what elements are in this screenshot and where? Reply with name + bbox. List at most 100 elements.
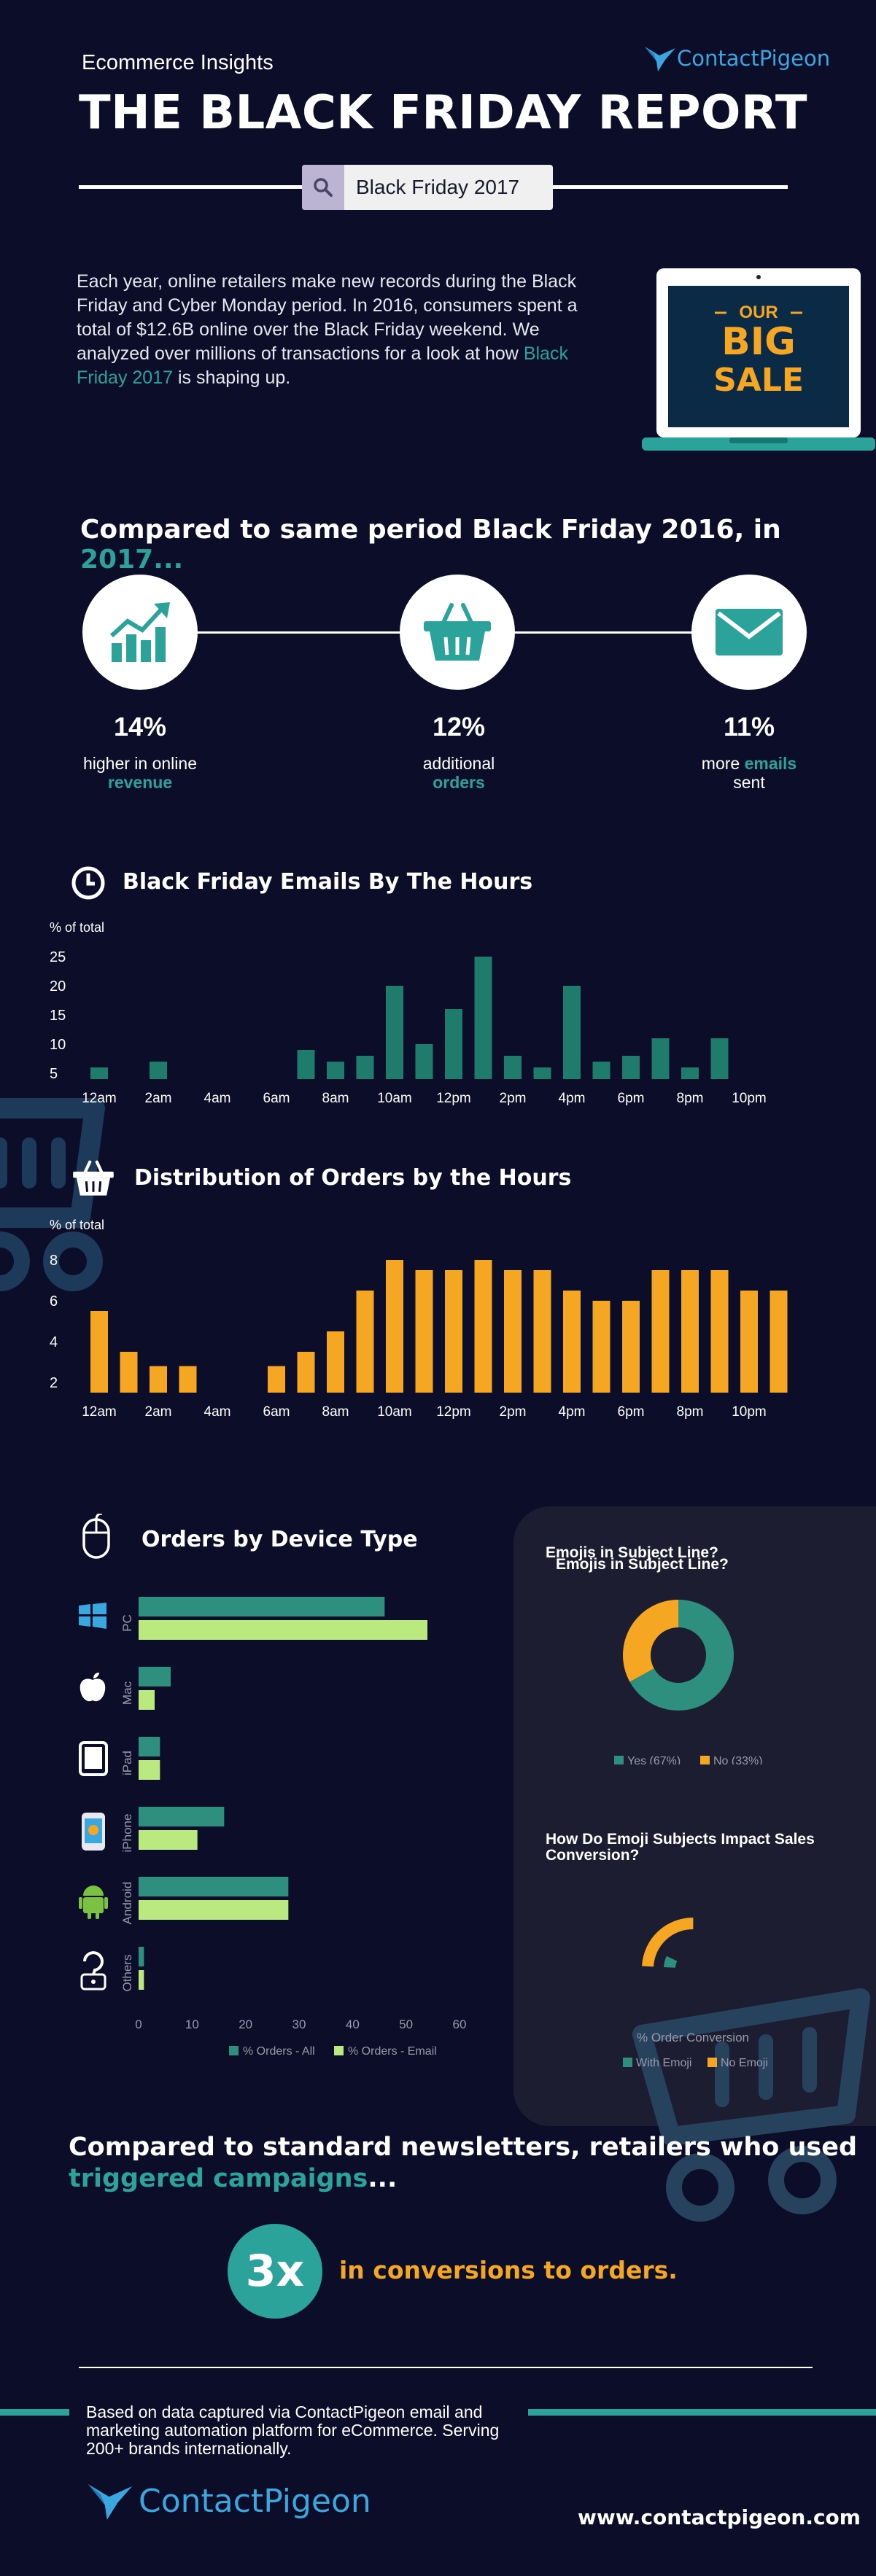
bar-hour-14 bbox=[504, 1270, 522, 1393]
bar-hour-13 bbox=[474, 1260, 492, 1393]
stat-circle-revenue bbox=[82, 575, 198, 690]
x-tick-label: 8am bbox=[322, 1091, 349, 1106]
x-tick-label: 6pm bbox=[618, 1091, 645, 1106]
bar-hour-20 bbox=[681, 1067, 699, 1079]
legend-label: % Orders - All bbox=[243, 2045, 315, 2058]
bar-iphone-email bbox=[139, 1830, 198, 1850]
website-link[interactable]: www.contactpigeon.com bbox=[578, 2505, 861, 2529]
pie-slice-1 bbox=[623, 1600, 678, 1682]
page-title: THE BLACK FRIDAY REPORT bbox=[79, 86, 807, 140]
apple-icon bbox=[80, 1673, 106, 1702]
search-bar[interactable]: Black Friday 2017 bbox=[302, 165, 553, 210]
multiplier-badge: 3x bbox=[228, 2224, 322, 2319]
bar-hour-3 bbox=[179, 1366, 197, 1393]
x-tick-label: 2am bbox=[145, 1091, 172, 1106]
footer-divider bbox=[79, 2367, 813, 2368]
x-tick-label: 6am bbox=[263, 1404, 290, 1420]
device-label-mac: Mac bbox=[120, 1681, 134, 1705]
pie-legend-label: Yes (67%) bbox=[627, 1755, 681, 1764]
bar-hour-15 bbox=[533, 1067, 551, 1079]
device-x-tick: 0 bbox=[135, 2017, 142, 2031]
x-tick-label: 6am bbox=[263, 1091, 290, 1106]
sale-line3: SALE bbox=[713, 362, 804, 399]
conversion-arc-0 bbox=[664, 1956, 678, 1968]
conversion-axis-label: % Order Conversion bbox=[637, 2031, 749, 2044]
bar-hour-9 bbox=[356, 1291, 374, 1393]
orders-chart-title: Distribution of Orders by the Hours bbox=[134, 1165, 572, 1191]
footer-bar-right bbox=[528, 2409, 876, 2416]
bar-hour-12 bbox=[445, 1009, 462, 1079]
title-divider-right bbox=[553, 185, 788, 189]
bar-hour-8 bbox=[327, 1062, 344, 1079]
conversion-legend-swatch bbox=[623, 2058, 632, 2067]
pigeon-logo-icon bbox=[88, 2484, 133, 2520]
bar-hour-8 bbox=[327, 1331, 344, 1393]
emails-chart-title: Black Friday Emails By The Hours bbox=[123, 869, 533, 895]
device-label-others: Others bbox=[120, 1954, 134, 1991]
sale-line1: OUR bbox=[739, 303, 778, 322]
x-tick-label: 10am bbox=[377, 1404, 412, 1420]
clock-icon bbox=[71, 866, 105, 900]
pie-legend-swatch bbox=[614, 1756, 624, 1764]
footer-note: Based on data captured via ContactPigeon… bbox=[86, 2402, 500, 2458]
x-tick-label: 12pm bbox=[436, 1404, 471, 1420]
y-tick-label: 5 bbox=[50, 1066, 58, 1082]
footer-brand-logo[interactable]: ContactPigeon bbox=[86, 2479, 371, 2523]
stat-circle-emails bbox=[691, 575, 807, 690]
y-tick-label: 8 bbox=[50, 1253, 58, 1269]
bar-hour-10 bbox=[386, 1260, 403, 1393]
brand-logo[interactable]: ContactPigeon bbox=[643, 40, 830, 77]
android-icon bbox=[79, 1886, 108, 1919]
legend-swatch bbox=[229, 2046, 239, 2055]
emoji-subject-pie-chart: Yes (67%) No (33%) bbox=[614, 1600, 763, 1764]
search-button[interactable] bbox=[302, 165, 344, 210]
stat-label-revenue: higher in online revenue bbox=[82, 754, 197, 792]
conversion-legend-label: No Emoji bbox=[721, 2057, 768, 2069]
emoji-pie-title-repeat: Emojis in Subject Line? bbox=[556, 1556, 729, 1573]
bar-hour-11 bbox=[415, 1270, 433, 1393]
x-tick-label: 8am bbox=[322, 1404, 349, 1420]
emoji-conversion-chart: % Order Conversion With Emoji No Emoji bbox=[623, 1918, 768, 2069]
x-tick-label: 8pm bbox=[677, 1404, 704, 1420]
device-label-iphone: iPhone bbox=[120, 1814, 134, 1853]
x-tick-label: 4am bbox=[204, 1404, 231, 1420]
footer-bar-left bbox=[0, 2409, 69, 2416]
bar-pc-all bbox=[139, 1597, 385, 1616]
triggered-title: Compared to standard newsletters, retail… bbox=[69, 2133, 858, 2193]
pie-slice-0 bbox=[629, 1600, 734, 1711]
bar-android-email bbox=[139, 1900, 289, 1920]
bar-hour-10 bbox=[386, 986, 403, 1079]
emoji-pie-title: Emojis in Subject Line? bbox=[546, 1544, 718, 1561]
bar-hour-21 bbox=[710, 1270, 729, 1393]
bar-iphone-all bbox=[139, 1807, 225, 1826]
background-cart-icon-2 bbox=[632, 1988, 870, 2222]
stat-value-revenue: 14% bbox=[113, 712, 167, 742]
x-tick-label: 10pm bbox=[732, 1404, 767, 1420]
bar-hour-1 bbox=[120, 1352, 138, 1393]
x-tick-label: 2pm bbox=[500, 1404, 527, 1420]
bar-hour-21 bbox=[710, 1038, 729, 1079]
y-tick-label: 25 bbox=[50, 949, 66, 965]
bar-hour-2 bbox=[150, 1062, 167, 1079]
overline: Ecommerce Insights bbox=[82, 51, 274, 74]
growth-chart-icon bbox=[109, 602, 170, 662]
search-input-value[interactable]: Black Friday 2017 bbox=[356, 176, 520, 198]
bar-hour-13 bbox=[474, 957, 492, 1079]
multiplier-text: in conversions to orders. bbox=[339, 2256, 678, 2284]
device-label-ipad: iPad bbox=[120, 1751, 134, 1775]
device-label-pc: PC bbox=[120, 1614, 134, 1632]
legend-swatch bbox=[334, 2046, 344, 2055]
bar-hour-14 bbox=[504, 1056, 522, 1079]
bar-hour-17 bbox=[592, 1301, 611, 1393]
bar-hour-16 bbox=[563, 986, 581, 1079]
windows-icon bbox=[79, 1603, 106, 1629]
search-icon bbox=[314, 178, 333, 197]
intro-highlight: Black Friday 2017 bbox=[77, 343, 568, 388]
bar-hour-9 bbox=[356, 1056, 374, 1079]
bar-hour-22 bbox=[740, 1291, 758, 1393]
bar-hour-0 bbox=[90, 1311, 108, 1393]
smartphone-icon bbox=[82, 1813, 105, 1851]
bar-hour-7 bbox=[297, 1352, 315, 1393]
pigeon-logo-icon bbox=[645, 47, 675, 71]
device-chart-title: Orders by Device Type bbox=[142, 1527, 418, 1552]
